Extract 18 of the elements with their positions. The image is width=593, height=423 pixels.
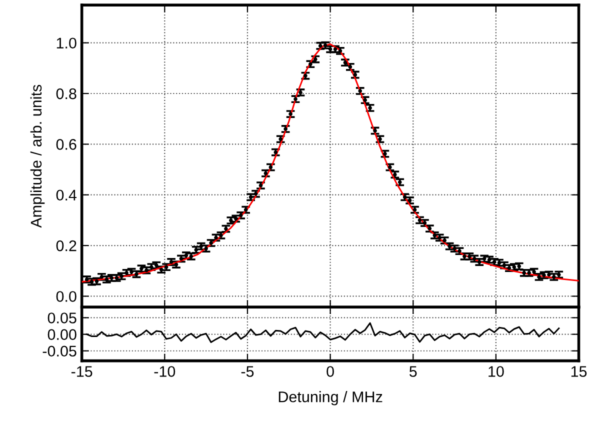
y-tick-label: 0.2 bbox=[56, 240, 76, 252]
y-tick-label: 0.05 bbox=[48, 312, 76, 324]
x-tick-label: -5 bbox=[241, 366, 254, 377]
x-tick-label: -15 bbox=[71, 366, 92, 377]
y-tick-label: 0.4 bbox=[56, 190, 77, 201]
y-tick-label: 0.8 bbox=[56, 88, 76, 100]
y-tick-label: -0.05 bbox=[42, 346, 76, 357]
y-axis-title: Amplitude / arb. units bbox=[30, 84, 45, 228]
x-tick-label: 10 bbox=[488, 366, 504, 377]
y-tick-label: 1.0 bbox=[56, 38, 76, 49]
y-tick-label: 0.6 bbox=[56, 139, 76, 150]
x-tick-label: 5 bbox=[409, 366, 417, 377]
x-tick-label: -10 bbox=[154, 366, 176, 377]
x-tick-label: 15 bbox=[571, 366, 587, 377]
x-tick-label: 0 bbox=[326, 366, 334, 377]
y-tick-label: 0.00 bbox=[48, 329, 76, 340]
x-axis-title: Detuning / MHz bbox=[278, 391, 382, 406]
y-tick-label: 0.0 bbox=[56, 291, 76, 302]
